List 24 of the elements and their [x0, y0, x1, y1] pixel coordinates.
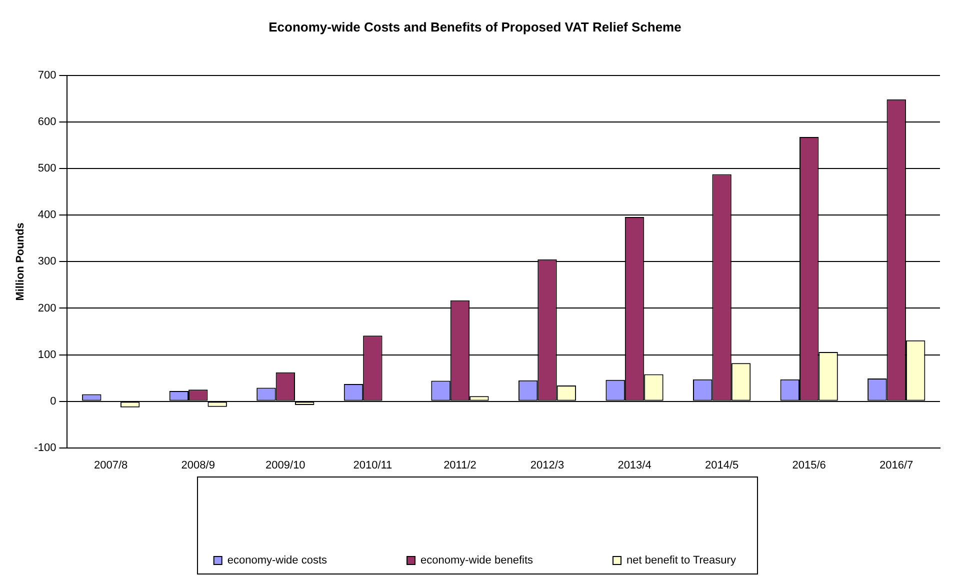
y-tick-label: 500	[38, 162, 56, 175]
x-tick-label: 2010/11	[353, 459, 392, 472]
y-tick-label: -100	[34, 442, 56, 454]
y-tick-label: 400	[38, 209, 56, 222]
legend-label: net benefit to Treasury	[626, 554, 736, 567]
chart-title: Economy-wide Costs and Benefits of Proposed VAT Relief Scheme	[268, 19, 682, 34]
x-tick-label: 2011/2	[444, 459, 476, 472]
x-tick-label: 2015/6	[792, 459, 826, 472]
x-tick-label: 2007/8	[94, 459, 128, 472]
y-axis-title: Million Pounds	[14, 222, 27, 301]
x-tick-label: 2013/4	[618, 459, 652, 472]
x-tick-label: 2012/3	[530, 459, 564, 472]
x-tick-label: 2014/5	[704, 459, 739, 472]
y-tick-label: 200	[38, 302, 56, 314]
y-tick-label: 0	[50, 395, 56, 408]
y-tick-label: 600	[38, 116, 56, 128]
x-tick-label: 2008/9	[181, 459, 215, 472]
y-tick-label: 300	[38, 256, 56, 268]
y-tick-label: 700	[38, 70, 56, 82]
legend-label: economy-wide costs	[227, 554, 328, 567]
x-tick-label: 2009/10	[266, 459, 306, 472]
y-tick-label: 100	[38, 348, 56, 361]
x-tick-label: 2016/7	[880, 459, 914, 472]
legend-label: economy-wide benefits	[420, 554, 534, 567]
